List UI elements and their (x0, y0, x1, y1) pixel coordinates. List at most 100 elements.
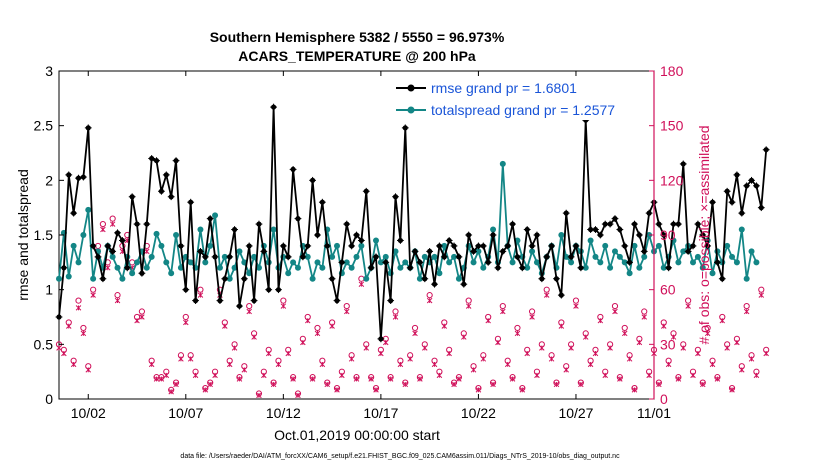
obs-possible-point (90, 286, 97, 293)
obs-assimilated-point (656, 381, 662, 388)
rmse-point (260, 248, 268, 255)
rmse-point (211, 253, 219, 261)
totalspread-point (402, 259, 409, 266)
rmse-point (143, 220, 151, 228)
rmse-point (123, 264, 131, 272)
totalspread-point (431, 253, 438, 260)
rmse-point (645, 209, 653, 217)
totalspread-point (475, 248, 482, 255)
totalspread-point (226, 275, 233, 282)
rmse-point (635, 231, 643, 239)
obs-assimilated-point (373, 387, 379, 393)
totalspread-point (153, 230, 160, 237)
obs-possible-point (392, 308, 399, 315)
rmse-point (79, 173, 87, 181)
obs-possible-point (197, 286, 204, 293)
obs-assimilated-point (617, 376, 623, 382)
obs-assimilated-point (641, 314, 647, 320)
obs-assimilated-point (251, 334, 257, 340)
rmse-point (489, 231, 497, 239)
rmse-point (367, 264, 375, 272)
obs-assimilated-point (222, 323, 228, 329)
y-axis-left-label: rmse and totalspread (15, 169, 31, 301)
rmse-point (567, 253, 575, 261)
totalspread-point (285, 270, 292, 277)
obs-assimilated-point (553, 381, 560, 388)
totalspread-point (309, 275, 316, 282)
obs-assimilated-point (543, 292, 550, 298)
rmse-point (133, 220, 141, 228)
rmse-point (226, 253, 234, 261)
obs-assimilated-point (734, 339, 740, 346)
rmse-point (128, 193, 136, 201)
rmse-point (323, 242, 331, 250)
rmse-point (553, 275, 560, 283)
obs-assimilated-point (763, 350, 769, 357)
rmse-point (353, 231, 360, 239)
rmse-point (138, 269, 146, 277)
obs-assimilated-point (495, 339, 501, 346)
obs-assimilated-point (241, 367, 248, 373)
rmse-point (182, 286, 190, 294)
x-axis-label: Oct.01,2019 00:00:00 start (274, 427, 440, 443)
rmse-point (343, 220, 351, 228)
obs-assimilated-point (548, 356, 555, 362)
y-left-tick-label: 2 (45, 172, 53, 188)
legend-spread-label: totalspread grand pr = 1.2577 (431, 102, 615, 118)
obs-possible-point (411, 324, 419, 332)
obs-assimilated-point (105, 265, 111, 271)
obs-assimilated-point (187, 356, 194, 362)
obs-assimilated-point (509, 376, 516, 382)
totalspread-point (753, 259, 760, 266)
obs-assimilated-point (139, 314, 145, 320)
obs-assimilated-point (534, 372, 540, 379)
obs-assimilated-point (183, 319, 189, 326)
chart-subtitle: ACARS_TEMPERATURE @ 200 hPa (238, 48, 476, 64)
rmse-point (514, 253, 521, 261)
totalspread-point (421, 253, 428, 260)
obs-assimilated-point (343, 308, 350, 315)
obs-assimilated-point (80, 330, 87, 337)
obs-assimilated-point (256, 392, 262, 399)
obs-assimilated-point (280, 303, 287, 309)
totalspread-point (197, 226, 204, 233)
obs-assimilated-point (300, 339, 306, 346)
obs-possible-point (314, 324, 321, 332)
obs-assimilated-point (743, 308, 750, 315)
obs-assimilated-point (626, 356, 633, 362)
obs-possible-point (75, 297, 82, 304)
x-tick-label: 10/22 (461, 405, 496, 421)
rmse-point (284, 253, 292, 261)
totalspread-point (90, 275, 97, 282)
obs-assimilated-point (539, 345, 545, 351)
obs-possible-point (611, 302, 619, 310)
rmse-point (562, 209, 570, 217)
obs-assimilated-point (163, 372, 170, 379)
rmse-point (197, 248, 204, 255)
rmse-point (221, 275, 229, 283)
legend: rmse grand pr = 1.6801 totalspread grand… (393, 77, 650, 120)
rmse-point (743, 182, 751, 190)
obs-assimilated-point (636, 339, 643, 346)
rmse-point (104, 242, 112, 250)
y-left-tick-label: 0 (45, 391, 53, 407)
obs-assimilated-point (275, 361, 282, 368)
rmse-point (172, 157, 180, 165)
totalspread-point (675, 259, 682, 266)
totalspread-point (163, 259, 170, 266)
totalspread-point (416, 275, 423, 282)
totalspread-point (533, 259, 540, 266)
y-right-tick-label: 0 (660, 391, 668, 407)
rmse-point (445, 237, 453, 244)
obs-possible-point (499, 302, 506, 310)
obs-assimilated-point (490, 381, 496, 388)
rmse-point (304, 242, 312, 250)
rmse-point (216, 297, 224, 304)
totalspread-point (75, 259, 82, 266)
rmse-point (704, 242, 712, 250)
obs-assimilated-point (519, 387, 526, 393)
obs-assimilated-point (304, 317, 311, 324)
rmse-point (270, 103, 277, 111)
rmse-point (543, 253, 551, 261)
totalspread-point (202, 259, 209, 266)
